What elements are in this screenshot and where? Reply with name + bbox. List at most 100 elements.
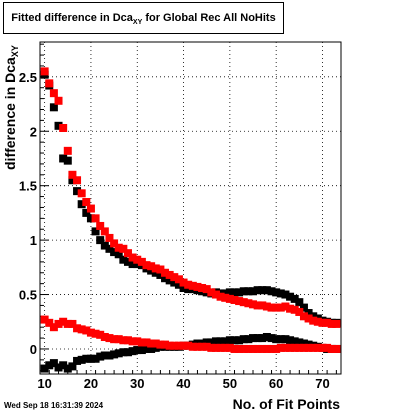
data-marker-series-1	[323, 318, 332, 327]
data-marker-series-1	[137, 257, 146, 266]
x-tick-label: 30	[130, 376, 144, 391]
data-marker-series-2	[258, 334, 267, 343]
y-tick-label: 1.5	[19, 179, 37, 194]
data-marker-series-2	[86, 354, 95, 363]
data-marker-series-3	[123, 336, 132, 345]
data-marker-series-3	[258, 344, 267, 353]
data-marker-series-3	[239, 344, 248, 353]
data-marker-series-2	[244, 335, 253, 344]
data-marker-series-1	[262, 302, 271, 311]
data-marker-series-1	[211, 290, 220, 299]
data-marker-series-0	[123, 257, 132, 266]
data-marker-series-0	[295, 298, 304, 307]
data-marker-series-3	[253, 344, 262, 353]
data-marker-series-2	[133, 346, 142, 355]
data-marker-series-3	[91, 329, 100, 338]
y-axis-label-subscript: XY	[10, 45, 20, 58]
data-marker-series-3	[202, 342, 211, 351]
data-marker-series-0	[128, 260, 137, 269]
data-marker-series-0	[267, 287, 276, 296]
data-marker-series-3	[59, 317, 68, 326]
data-marker-series-2	[142, 344, 151, 353]
data-marker-series-0	[239, 287, 248, 296]
data-marker-series-2	[286, 336, 295, 345]
y-tick-label: 1	[30, 233, 37, 248]
data-marker-series-3	[49, 323, 58, 332]
data-marker-series-0	[299, 303, 308, 312]
data-marker-series-0	[156, 270, 165, 279]
data-marker-series-2	[82, 354, 91, 363]
data-marker-series-1	[114, 243, 123, 252]
data-marker-series-1	[239, 298, 248, 307]
data-marker-series-1	[156, 265, 165, 274]
data-marker-series-2	[114, 349, 123, 358]
data-marker-series-1	[128, 253, 137, 262]
data-marker-series-2	[267, 334, 276, 343]
data-marker-series-1	[286, 304, 295, 313]
data-marker-series-1	[151, 264, 160, 273]
data-marker-series-2	[151, 343, 160, 352]
data-marker-series-1	[170, 273, 179, 282]
x-tick-label: 70	[315, 376, 329, 391]
data-marker-series-3	[276, 343, 285, 352]
data-marker-series-2	[235, 336, 244, 345]
x-tick-label: 10	[37, 376, 51, 391]
data-marker-series-2	[221, 337, 230, 346]
data-marker-series-3	[68, 319, 77, 328]
data-marker-series-0	[272, 288, 281, 297]
data-marker-series-1	[45, 79, 54, 88]
data-marker-series-3	[45, 318, 54, 327]
data-marker-series-1	[299, 312, 308, 321]
data-marker-series-0	[49, 103, 58, 112]
data-marker-series-0	[276, 289, 285, 298]
data-marker-series-2	[49, 359, 58, 368]
x-tick-label: 50	[223, 376, 237, 391]
data-marker-series-1	[225, 294, 234, 303]
data-marker-series-3	[281, 343, 290, 352]
data-marker-series-0	[174, 280, 183, 289]
data-marker-series-1	[244, 299, 253, 308]
data-marker-series-1	[202, 285, 211, 294]
data-marker-series-1	[304, 314, 313, 323]
data-marker-series-1	[86, 204, 95, 213]
data-marker-series-1	[253, 301, 262, 310]
data-marker-series-2	[54, 363, 63, 372]
data-marker-series-3	[63, 319, 72, 328]
data-marker-series-3	[290, 343, 299, 352]
data-marker-series-1	[327, 319, 336, 328]
data-marker-series-1	[249, 300, 258, 309]
data-marker-series-0	[309, 312, 318, 321]
data-marker-series-0	[86, 214, 95, 223]
data-marker-series-1	[54, 96, 63, 105]
data-marker-series-1	[123, 249, 132, 258]
data-marker-series-0	[235, 288, 244, 297]
data-marker-series-1	[272, 303, 281, 312]
data-marker-series-3	[332, 344, 341, 353]
data-marker-series-1	[40, 67, 49, 76]
data-marker-series-1	[91, 214, 100, 223]
data-marker-series-3	[137, 338, 146, 347]
data-marker-series-3	[327, 344, 336, 353]
data-marker-series-1	[332, 319, 341, 328]
data-marker-series-2	[77, 355, 86, 364]
data-marker-series-3	[216, 343, 225, 352]
data-marker-series-3	[313, 343, 322, 352]
data-marker-series-3	[165, 341, 174, 350]
data-marker-series-1	[258, 301, 267, 310]
data-marker-series-1	[59, 123, 68, 132]
data-marker-series-3	[286, 343, 295, 352]
data-marker-series-0	[221, 289, 230, 298]
data-marker-series-1	[188, 281, 197, 290]
y-tick-label: 2.5	[19, 70, 37, 85]
data-marker-series-2	[239, 335, 248, 344]
data-marker-series-2	[119, 348, 128, 357]
data-marker-series-0	[110, 248, 119, 257]
data-marker-series-0	[179, 284, 188, 293]
data-marker-series-1	[276, 303, 285, 312]
data-marker-series-3	[100, 332, 109, 341]
data-marker-series-2	[290, 337, 299, 346]
data-marker-series-2	[299, 339, 308, 348]
y-axis-label-main: difference in Dca	[2, 57, 18, 170]
data-marker-series-3	[249, 344, 258, 353]
data-marker-series-3	[221, 343, 230, 352]
